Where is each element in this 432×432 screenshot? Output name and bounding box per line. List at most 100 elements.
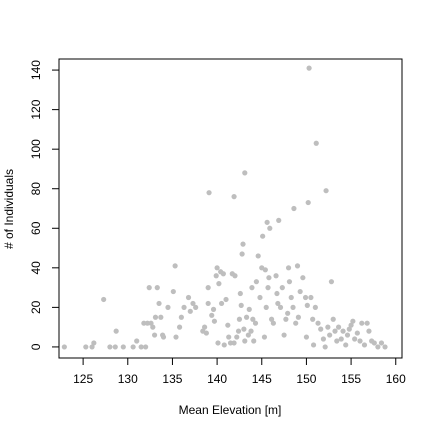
data-point: [294, 263, 301, 269]
data-point: [264, 219, 270, 225]
data-point: [193, 304, 199, 310]
data-point: [305, 199, 311, 206]
data-point: [320, 336, 326, 342]
data-point: [211, 318, 218, 324]
data-point: [152, 314, 159, 320]
data-point: [205, 300, 211, 307]
x-tick-label: 140: [207, 372, 227, 386]
data-point: [148, 320, 154, 326]
data-point: [268, 316, 275, 322]
data-point: [279, 285, 285, 291]
data-point: [382, 344, 388, 350]
y-tick-label: 40: [29, 261, 43, 275]
data-point: [288, 294, 294, 301]
data-point: [227, 340, 234, 346]
data-point: [236, 316, 243, 322]
x-tick-label: 160: [386, 372, 406, 386]
data-point: [231, 194, 237, 200]
data-point: [158, 314, 164, 320]
data-point: [144, 320, 151, 326]
data-point: [312, 304, 318, 310]
data-point: [245, 332, 251, 338]
data-point: [267, 225, 273, 231]
data-point: [143, 344, 149, 350]
data-point: [156, 300, 162, 307]
data-point: [160, 334, 167, 340]
data-point: [344, 332, 351, 338]
data-point: [107, 344, 113, 350]
data-point: [173, 334, 179, 340]
y-tick-label: 120: [29, 99, 43, 119]
data-point: [101, 296, 107, 303]
x-axis-title: Mean Elevation [m]: [179, 403, 282, 417]
y-axis-title: # of Individuals: [2, 169, 16, 249]
y-tick-label: 100: [29, 139, 43, 159]
data-point: [274, 290, 280, 297]
data-point: [251, 338, 257, 344]
data-point: [303, 334, 310, 340]
x-tick-label: 135: [162, 372, 182, 386]
data-point: [276, 217, 282, 223]
data-point: [335, 324, 342, 330]
data-point: [371, 340, 377, 346]
data-point: [235, 328, 242, 334]
data-point: [291, 205, 297, 212]
data-point: [89, 344, 95, 350]
data-point: [225, 322, 231, 328]
data-point: [226, 334, 232, 340]
data-point: [232, 273, 238, 279]
data-point: [61, 344, 67, 350]
data-point: [361, 342, 368, 348]
data-point: [253, 279, 259, 285]
x-tick-label: 145: [252, 372, 272, 386]
data-point: [202, 324, 208, 330]
data-point: [246, 306, 252, 312]
data-point: [249, 285, 255, 291]
y-tick-label: 20: [29, 300, 43, 314]
data-point: [165, 304, 171, 310]
data-point: [310, 342, 317, 348]
data-point: [234, 334, 240, 340]
data-point: [348, 322, 354, 328]
data-point: [248, 328, 254, 334]
data-point: [120, 344, 126, 350]
data-point: [250, 316, 256, 322]
data-point: [263, 304, 269, 310]
data-point: [343, 342, 349, 348]
data-point: [315, 320, 321, 326]
data-point: [138, 344, 144, 350]
data-point: [346, 326, 352, 332]
data-point: [318, 326, 324, 332]
data-point: [265, 285, 271, 291]
data-point: [266, 275, 272, 281]
data-point: [213, 273, 219, 279]
data-point: [366, 328, 372, 334]
data-point: [261, 334, 268, 340]
data-point: [378, 340, 385, 346]
data-point: [239, 251, 245, 257]
data-point: [354, 330, 360, 336]
data-point: [220, 271, 226, 277]
data-point: [257, 294, 263, 301]
data-point: [273, 273, 279, 279]
data-point: [290, 304, 296, 310]
data-point: [210, 306, 217, 312]
data-point: [255, 253, 261, 259]
data-point: [237, 290, 243, 297]
y-axis: 0 20 40 60 80 100 120 140: [29, 60, 60, 350]
data-point: [134, 338, 140, 344]
data-point: [283, 316, 289, 322]
data-point: [357, 338, 363, 344]
y-tick-label: 80: [29, 182, 43, 196]
data-point: [218, 300, 225, 307]
data-point: [146, 285, 152, 291]
data-point: [306, 65, 312, 71]
data-point: [205, 285, 211, 291]
data-point: [151, 332, 158, 338]
data-point: [285, 310, 291, 316]
data-point: [241, 326, 247, 332]
y-tick-label: 0: [29, 343, 43, 350]
data-point: [327, 332, 333, 338]
data-point: [187, 308, 193, 314]
data-point: [170, 288, 176, 295]
